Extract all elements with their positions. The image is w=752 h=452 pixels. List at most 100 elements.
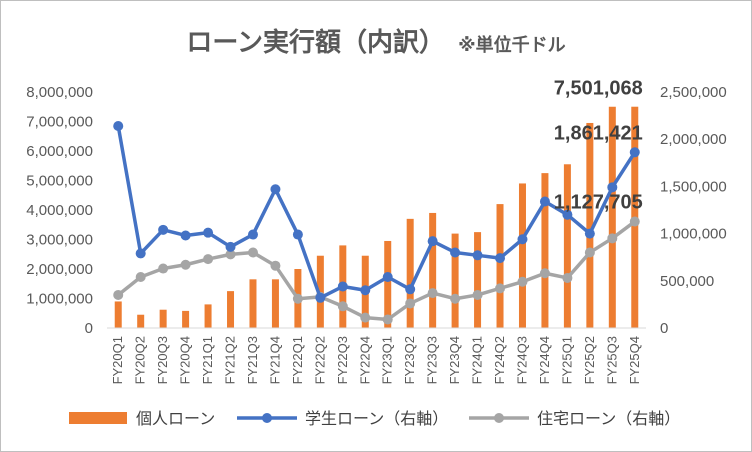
student-point-FY25Q4 bbox=[629, 147, 640, 158]
housing-point-FY20Q1 bbox=[113, 289, 124, 300]
student-point-FY22Q3 bbox=[337, 281, 348, 292]
student-point-FY20Q4 bbox=[180, 230, 191, 241]
data-labels: 7,501,068 1,861,421 1,127,705 bbox=[554, 78, 643, 214]
x-tick-FY22Q3: FY22Q3 bbox=[335, 336, 350, 384]
bar-FY21Q3 bbox=[249, 279, 257, 328]
housing-point-FY22Q1 bbox=[292, 293, 303, 304]
housing-point-FY25Q4 bbox=[629, 216, 640, 227]
housing-point-FY25Q2 bbox=[584, 247, 595, 258]
data-label-series-2: 1,127,705 bbox=[554, 192, 643, 214]
bar-FY21Q2 bbox=[227, 291, 235, 328]
x-tick-FY21Q4: FY21Q4 bbox=[267, 336, 282, 384]
right-axis-tick: 2,000,000 bbox=[660, 131, 727, 148]
x-tick-FY24Q1: FY24Q1 bbox=[470, 336, 485, 384]
x-tick-FY24Q3: FY24Q3 bbox=[514, 336, 529, 384]
housing-point-FY20Q3 bbox=[158, 263, 169, 274]
right-axis-tick: 1,500,000 bbox=[660, 178, 727, 195]
right-axis-labels: 0 500,000 1,000,000 1,500,000 2,000,000 2,500… bbox=[660, 84, 727, 337]
housing-point-FY20Q4 bbox=[180, 259, 191, 270]
student-point-FY25Q2 bbox=[584, 228, 595, 239]
x-tick-FY25Q3: FY25Q3 bbox=[604, 336, 619, 384]
student-point-FY22Q1 bbox=[292, 229, 303, 240]
housing-point-FY23Q2 bbox=[405, 298, 416, 309]
housing-point-FY25Q1 bbox=[562, 272, 573, 283]
housing-point-FY23Q4 bbox=[450, 293, 461, 304]
x-tick-FY21Q3: FY21Q3 bbox=[245, 336, 260, 384]
housing-point-FY23Q3 bbox=[427, 288, 438, 299]
x-tick-FY22Q4: FY22Q4 bbox=[357, 336, 372, 384]
housing-point-FY23Q1 bbox=[382, 314, 393, 325]
bar-FY21Q1 bbox=[204, 304, 212, 328]
housing-point-FY21Q4 bbox=[270, 260, 281, 271]
x-tick-FY24Q2: FY24Q2 bbox=[492, 336, 507, 384]
x-tick-FY22Q2: FY22Q2 bbox=[312, 336, 327, 384]
bar-FY24Q4 bbox=[541, 173, 549, 328]
bar-FY23Q1 bbox=[384, 240, 392, 328]
x-tick-FY23Q4: FY23Q4 bbox=[447, 336, 462, 384]
data-label-series-0: 7,501,068 bbox=[554, 78, 643, 100]
student-point-FY24Q1 bbox=[472, 250, 483, 261]
bar-FY23Q3 bbox=[429, 212, 437, 328]
student-point-FY23Q2 bbox=[405, 284, 416, 295]
housing-point-FY21Q3 bbox=[247, 247, 258, 258]
housing-point-FY21Q2 bbox=[225, 249, 236, 260]
student-point-FY24Q2 bbox=[495, 253, 506, 264]
legend-marker-student bbox=[262, 413, 272, 423]
housing-point-FY24Q1 bbox=[472, 289, 483, 300]
student-point-FY24Q3 bbox=[517, 234, 528, 245]
left-axis-tick: 3,000,000 bbox=[26, 232, 93, 249]
housing-point-FY22Q4 bbox=[360, 312, 371, 323]
student-point-FY23Q4 bbox=[450, 247, 461, 258]
housing-point-FY24Q2 bbox=[495, 283, 506, 294]
housing-point-FY21Q1 bbox=[203, 254, 214, 265]
legend-label-housing: 住宅ローン（右軸） bbox=[537, 409, 680, 428]
chart-title: ローン実行額（内訳） ※単位千ドル bbox=[186, 27, 565, 58]
x-tick-FY23Q2: FY23Q2 bbox=[402, 336, 417, 384]
bar-FY20Q3 bbox=[159, 309, 167, 328]
left-axis-tick: 6,000,000 bbox=[26, 143, 93, 160]
left-axis-tick: 4,000,000 bbox=[26, 202, 93, 219]
student-point-FY20Q1 bbox=[113, 120, 124, 131]
x-tick-FY21Q1: FY21Q1 bbox=[200, 336, 215, 384]
left-axis-tick: 7,000,000 bbox=[26, 114, 93, 131]
left-axis-tick: 1,000,000 bbox=[26, 291, 93, 308]
left-axis-tick: 0 bbox=[85, 320, 93, 337]
chart-title-note: ※単位千ドル bbox=[458, 34, 566, 56]
bar-FY23Q2 bbox=[406, 218, 414, 328]
bar-FY25Q2 bbox=[586, 122, 594, 328]
right-axis-lines bbox=[113, 120, 640, 325]
student-point-FY21Q3 bbox=[247, 229, 258, 240]
bar-FY20Q4 bbox=[182, 310, 190, 328]
x-tick-FY20Q4: FY20Q4 bbox=[178, 336, 193, 384]
x-tick-FY20Q3: FY20Q3 bbox=[155, 336, 170, 384]
data-label-series-1: 1,861,421 bbox=[554, 122, 643, 144]
housing-point-FY22Q3 bbox=[337, 301, 348, 312]
housing-point-FY24Q4 bbox=[539, 268, 550, 279]
student-point-FY25Q3 bbox=[607, 182, 618, 193]
right-axis-tick: 0 bbox=[660, 320, 668, 337]
x-tick-FY22Q1: FY22Q1 bbox=[290, 336, 305, 384]
student-point-FY22Q2 bbox=[315, 292, 326, 303]
bar-FY21Q4 bbox=[271, 279, 279, 328]
left-axis-tick: 8,000,000 bbox=[26, 84, 93, 101]
x-tick-FY20Q2: FY20Q2 bbox=[133, 336, 148, 384]
student-point-FY24Q4 bbox=[539, 196, 550, 207]
left-axis-tick: 5,000,000 bbox=[26, 173, 93, 190]
bar-FY25Q3 bbox=[608, 106, 616, 328]
legend-marker-housing bbox=[494, 413, 504, 423]
housing-loan-line bbox=[117, 220, 636, 322]
student-point-FY25Q1 bbox=[562, 209, 573, 220]
housing-point-FY20Q2 bbox=[135, 272, 146, 283]
student-point-FY22Q4 bbox=[360, 285, 371, 296]
left-axis-tick: 2,000,000 bbox=[26, 261, 93, 278]
x-tick-FY25Q2: FY25Q2 bbox=[582, 336, 597, 384]
student-point-FY20Q3 bbox=[158, 224, 169, 235]
left-axis-labels: 0 1,000,000 2,000,000 3,000,000 4,000,000 5,0… bbox=[26, 84, 93, 337]
right-axis-tick: 2,500,000 bbox=[660, 84, 727, 101]
student-point-FY23Q3 bbox=[427, 236, 438, 247]
bar-FY23Q4 bbox=[451, 233, 459, 328]
legend-label-personal: 個人ローン bbox=[136, 409, 215, 428]
legend-swatch-personal bbox=[69, 412, 127, 424]
